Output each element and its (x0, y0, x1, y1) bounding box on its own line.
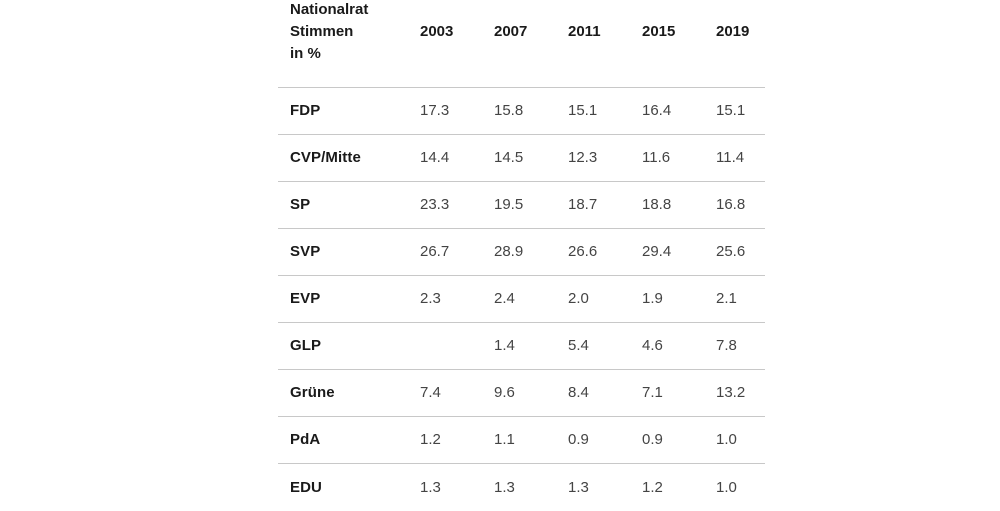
table-header-row: Nationalrat Stimmen in % 2003 2007 2011 … (278, 0, 765, 88)
party-label: Grüne (290, 384, 335, 401)
table-cell-value: 12.3 (568, 149, 598, 166)
table-cell-value: 9.6 (494, 384, 515, 401)
table-header-title: Nationalrat Stimmen in % (290, 0, 368, 65)
table-row: FDP 17.3 15.8 15.1 16.4 15.1 (278, 88, 765, 135)
table-cell-value: 11.4 (716, 149, 745, 166)
table-cell-value: 23.3 (420, 196, 450, 213)
table-cell-value: 15.1 (716, 102, 746, 119)
column-header-year: 2015 (642, 23, 676, 40)
header-title-line-3: in % (290, 45, 321, 62)
table-row: SVP 26.7 28.9 26.6 29.4 25.6 (278, 229, 765, 276)
party-label: SP (290, 196, 311, 213)
table-cell-value: 4.6 (642, 337, 663, 354)
table-cell-value: 7.1 (642, 384, 663, 401)
table-cell-value: 2.4 (494, 290, 515, 307)
party-label: EDU (290, 478, 322, 496)
table-row: CVP/Mitte 14.4 14.5 12.3 11.6 11.4 (278, 135, 765, 182)
party-label: CVP/Mitte (290, 149, 361, 166)
table-cell-value: 25.6 (716, 243, 746, 260)
column-header-year: 2007 (494, 23, 528, 40)
table-cell-value: 14.4 (420, 149, 450, 166)
table-cell-value: 13.2 (716, 384, 746, 401)
table-cell-value: 18.8 (642, 196, 672, 213)
table-row: PdA 1.2 1.1 0.9 0.9 1.0 (278, 417, 765, 464)
party-label: GLP (290, 337, 322, 354)
table-cell-value: 29.4 (642, 243, 672, 260)
table-cell-value: 1.3 (568, 478, 589, 496)
table-cell-value: 26.7 (420, 243, 450, 260)
table-cell-value: 0.9 (568, 431, 589, 448)
table-cell-value: 0.9 (642, 431, 663, 448)
party-label: SVP (290, 243, 321, 260)
table-cell-value: 8.4 (568, 384, 589, 401)
table-cell-value: 1.0 (716, 478, 737, 496)
header-title-line-1: Nationalrat (290, 1, 369, 18)
table-row: GLP 1.4 5.4 4.6 7.8 (278, 323, 765, 370)
table-cell-value: 19.5 (494, 196, 524, 213)
table-cell-value: 18.7 (568, 196, 598, 213)
table-cell-value: 16.8 (716, 196, 746, 213)
table-cell-value: 1.4 (494, 337, 515, 354)
table-cell-value: 17.3 (420, 102, 450, 119)
table-cell-value: 1.2 (642, 478, 663, 496)
table-cell-value: 1.0 (716, 431, 737, 448)
table-row: EVP 2.3 2.4 2.0 1.9 2.1 (278, 276, 765, 323)
table-cell-value: 1.3 (494, 478, 515, 496)
table-cell-value: 11.6 (642, 149, 671, 166)
table-cell-value: 2.3 (420, 290, 441, 307)
table-row: EDU 1.3 1.3 1.3 1.2 1.0 (278, 464, 765, 511)
table-cell-value: 7.8 (716, 337, 737, 354)
column-header-year: 2019 (716, 23, 750, 40)
table-cell-value: 28.9 (494, 243, 524, 260)
table-cell-value: 1.3 (420, 478, 441, 496)
table-cell-value: 14.5 (494, 149, 524, 166)
table-cell-value: 15.8 (494, 102, 524, 119)
table-cell-value: 2.1 (716, 290, 737, 307)
table-cell-value: 26.6 (568, 243, 598, 260)
results-table: Nationalrat Stimmen in % 2003 2007 2011 … (278, 0, 765, 511)
table-row: Grüne 7.4 9.6 8.4 7.1 13.2 (278, 370, 765, 417)
party-label: PdA (290, 431, 321, 448)
table-cell-value: 1.9 (642, 290, 663, 307)
table-cell-value: 5.4 (568, 337, 589, 354)
column-header-year: 2011 (568, 23, 601, 40)
column-header-year: 2003 (420, 23, 454, 40)
table-cell-value: 2.0 (568, 290, 589, 307)
table-cell-value: 15.1 (568, 102, 598, 119)
header-title-line-2: Stimmen (290, 23, 354, 40)
table-cell-value: 7.4 (420, 384, 441, 401)
table-cell-value: 1.2 (420, 431, 441, 448)
party-label: FDP (290, 102, 321, 119)
party-label: EVP (290, 290, 321, 307)
table-cell-value: 1.1 (494, 431, 515, 448)
table-cell-value: 16.4 (642, 102, 672, 119)
table-body: FDP 17.3 15.8 15.1 16.4 15.1 CVP/Mitte 14.4 14.5… (278, 88, 765, 511)
table-row: SP 23.3 19.5 18.7 18.8 16.8 (278, 182, 765, 229)
